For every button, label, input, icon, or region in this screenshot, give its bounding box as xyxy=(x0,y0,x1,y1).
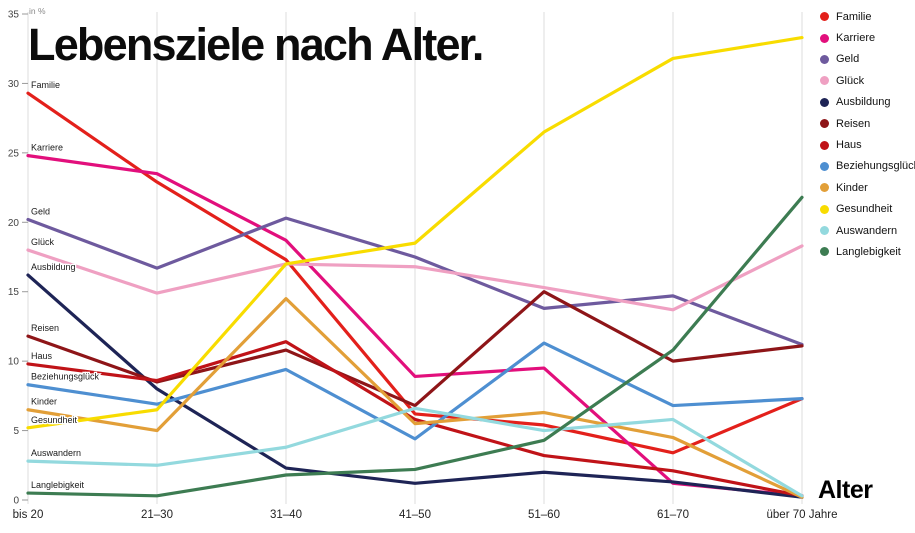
chart-title: Lebensziele nach Alter. xyxy=(28,19,484,70)
x-tick-label: 31–40 xyxy=(270,509,302,521)
legend-item: Geld xyxy=(820,49,915,70)
legend-label: Haus xyxy=(836,139,862,152)
y-tick-label: 25 xyxy=(8,148,20,159)
series-start-label: Ausbildung xyxy=(31,262,76,272)
legend-label: Glück xyxy=(836,74,865,87)
series-start-label: Beziehungsglück xyxy=(31,372,100,382)
legend: Familie Karriere Geld Glück Ausbildung Reisen… xyxy=(820,6,915,263)
series-line-ausbildung xyxy=(26,273,804,499)
x-tick-label: über 70 Jahre xyxy=(767,509,838,521)
legend-item: Auswandern xyxy=(820,220,915,241)
legend-item: Gesundheit xyxy=(820,199,915,220)
series-start-label: Auswandern xyxy=(31,448,81,458)
series-start-label: Langlebigkeit xyxy=(31,480,85,490)
y-tick-label: 10 xyxy=(8,357,20,368)
legend-swatch-icon xyxy=(820,54,829,64)
y-tick-label: 5 xyxy=(13,426,19,437)
series-start-label: Glück xyxy=(31,237,55,247)
x-tick-label: 61–70 xyxy=(657,509,689,521)
y-tick-label: 20 xyxy=(8,218,20,229)
legend-swatch-icon xyxy=(820,226,829,236)
series-start-label: Geld xyxy=(31,207,50,217)
legend-item: Glück xyxy=(820,70,915,91)
series-start-label: Gesundheit xyxy=(31,415,78,425)
legend-item: Reisen xyxy=(820,113,915,134)
series-start-label: Haus xyxy=(31,351,53,361)
legend-swatch-icon xyxy=(820,247,829,257)
legend-swatch-icon xyxy=(820,119,829,129)
series-line-gesundheit xyxy=(26,36,804,430)
legend-label: Ausbildung xyxy=(836,96,891,109)
legend-label: Geld xyxy=(836,53,860,66)
series-line-kinder xyxy=(26,297,804,499)
x-tick-label: bis 20 xyxy=(13,509,44,521)
legend-item: Familie xyxy=(820,6,915,27)
series-line-glück xyxy=(26,244,804,312)
x-tick-label: 21–30 xyxy=(141,509,173,521)
legend-label: Kinder xyxy=(836,181,868,194)
legend-swatch-icon xyxy=(820,33,829,43)
legend-item: Ausbildung xyxy=(820,92,915,113)
series-line-beziehungsglück xyxy=(26,341,804,441)
legend-label: Gesundheit xyxy=(836,203,893,216)
legend-label: Auswandern xyxy=(836,224,898,237)
x-tick-label: 41–50 xyxy=(399,509,431,521)
y-tick-label: 15 xyxy=(8,287,20,298)
legend-label: Karriere xyxy=(836,32,876,45)
series-start-label: Reisen xyxy=(31,323,59,333)
x-tick-label: 51–60 xyxy=(528,509,560,521)
series-start-label: Karriere xyxy=(31,143,63,153)
y-tick-label: 0 xyxy=(13,496,19,507)
legend-label: Familie xyxy=(836,10,872,23)
legend-label: Beziehungsglück xyxy=(836,160,915,173)
series-line-langlebigkeit xyxy=(26,195,804,498)
series-line-auswandern xyxy=(26,406,804,498)
legend-swatch-icon xyxy=(820,140,829,150)
series-start-label: Familie xyxy=(31,80,60,90)
y-axis-unit-label: in % xyxy=(29,6,46,16)
series-line-haus xyxy=(26,340,804,498)
legend-swatch-icon xyxy=(820,161,829,171)
legend-item: Kinder xyxy=(820,177,915,198)
legend-item: Haus xyxy=(820,134,915,155)
legend-swatch-icon xyxy=(820,12,829,22)
series-line-geld xyxy=(26,216,804,347)
x-axis-title: Alter xyxy=(818,476,873,504)
legend-item: Langlebigkeit xyxy=(820,241,915,262)
legend-swatch-icon xyxy=(820,183,829,193)
legend-label: Langlebigkeit xyxy=(836,245,901,258)
legend-swatch-icon xyxy=(820,204,829,214)
legend-item: Beziehungsglück xyxy=(820,156,915,177)
legend-swatch-icon xyxy=(820,76,829,86)
y-tick-label: 30 xyxy=(8,79,20,90)
legend-swatch-icon xyxy=(820,97,829,107)
legend-item: Karriere xyxy=(820,27,915,48)
legend-label: Reisen xyxy=(836,117,871,130)
series-start-label: Kinder xyxy=(31,397,57,407)
series-line-familie xyxy=(26,91,804,455)
y-tick-label: 35 xyxy=(8,10,20,21)
